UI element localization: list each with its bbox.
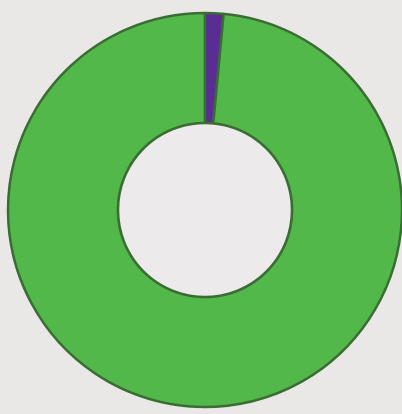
donut-hole xyxy=(116,121,294,299)
